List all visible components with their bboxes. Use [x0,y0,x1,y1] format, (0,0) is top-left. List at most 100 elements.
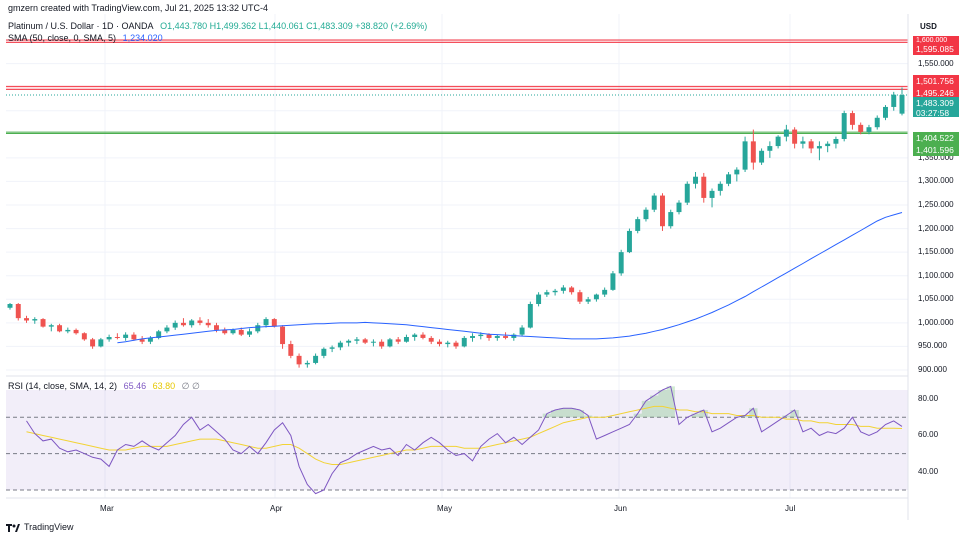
rsi-extra: ∅ ∅ [181,381,200,391]
candle [676,200,682,215]
candle-body [726,174,732,184]
brand-name: TradingView [24,522,74,532]
candle-body [486,334,492,338]
candle [445,340,451,348]
candle-body [816,146,822,149]
candle [792,127,798,149]
candle [147,336,153,345]
candle [560,285,566,294]
candle-body [7,304,13,308]
candle [329,345,335,353]
candle-body [494,336,500,338]
support-zone [6,132,908,134]
candle-body [536,294,542,304]
sma-legend[interactable]: SMA (50, close, 0, SMA, 5) 1,234.020 [8,33,167,43]
candle [370,339,376,347]
candle-body [569,287,575,293]
candle [247,328,252,337]
candle-body [280,326,286,345]
candle [313,353,319,365]
candle-body [288,344,294,356]
candle-body [750,141,756,163]
candle [98,337,104,348]
candle [57,323,63,333]
candle [618,249,624,276]
candle [503,332,509,340]
rsi-legend[interactable]: RSI (14, close, SMA, 14, 2) 65.46 63.80 … [8,381,204,392]
candle [602,287,608,297]
candle [131,332,137,341]
candle-body [387,339,393,347]
candle-body [98,339,104,347]
candle-body [57,325,63,332]
ohlc-values: O1,443.780 H1,499.362 L1,440.061 C1,483.… [160,21,428,31]
symbol-title[interactable]: Platinum / U.S. Dollar · 1D · OANDA [8,21,154,31]
candle-body [114,337,120,338]
candle-body [676,202,682,213]
candle [577,289,583,304]
candle [461,336,467,348]
top-partial-label: 1,600.000 [913,36,959,44]
candle [197,317,203,326]
candle-body [172,322,178,328]
sma-line [117,212,903,344]
candle-body [635,219,641,231]
price-axis-label: 1,250.000 [918,200,954,209]
candle-body [412,334,418,337]
candle [420,332,426,340]
candle [24,315,29,323]
candle [304,360,310,368]
candle [453,340,459,349]
price-axis-label: 950.000 [918,341,947,351]
candle [626,228,632,254]
candle-body [841,113,847,139]
resistance-high-label: 1,595.085 [913,43,959,55]
candle [544,289,550,297]
candle-body [32,319,38,321]
x-label-may: May [437,504,453,513]
candle-body [577,292,583,302]
rsi-overbought-fill [542,386,799,418]
candle-body [461,337,467,347]
candle-body [660,195,665,227]
currency-label[interactable]: USD [920,22,937,31]
candle-body [701,176,707,198]
candle-body [775,136,781,147]
price-axis-label: 1,000.000 [918,317,954,327]
candle-body [445,342,451,345]
price-axis-label: 1,550.000 [918,58,954,68]
price-axis-label: 1,100.000 [918,270,954,280]
candle [858,122,864,135]
tradingview-branding[interactable]: TradingView [6,522,74,532]
candle [156,329,162,340]
candle-body [156,331,162,338]
candle [32,317,38,324]
price-axis-label: 900.000 [918,365,947,374]
sma-label: SMA (50, close, 0, SMA, 5) [8,33,117,43]
candle [519,325,525,337]
candle-body [370,341,376,343]
candle [833,136,839,149]
candle-body [783,129,789,137]
candle [800,136,806,149]
candle-body [214,325,219,330]
candle-body [428,337,434,342]
resistance-low-label: 1,501.756 [913,75,959,87]
candle [891,91,897,111]
candle-body [478,334,484,337]
rsi-axis-label: 80.00 [918,394,939,404]
candle [362,337,368,345]
candle [899,87,905,116]
candle [255,322,261,334]
candle [709,188,715,208]
candlestick-series[interactable] [7,87,905,368]
candle [767,141,773,158]
candle [660,193,665,231]
candle-body [403,337,409,342]
candle [693,172,698,189]
candle-body [693,176,698,184]
candle [90,337,96,349]
resistance-zone [6,40,908,43]
candle [668,209,674,229]
candle [7,303,13,310]
